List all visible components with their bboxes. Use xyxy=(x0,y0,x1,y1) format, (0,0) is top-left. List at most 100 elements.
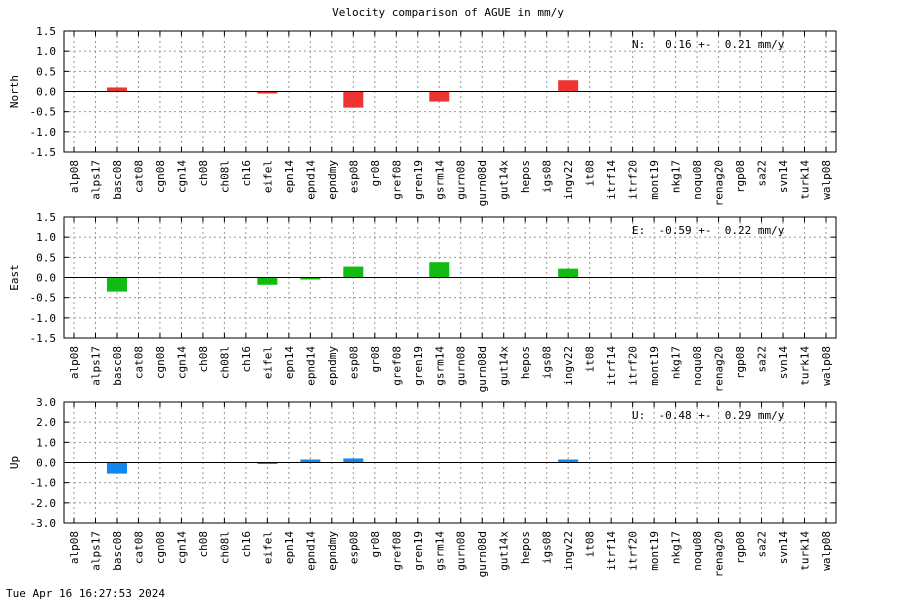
x-tick-label: hepos xyxy=(519,531,532,564)
x-tick-label: eifel xyxy=(261,160,274,193)
x-tick-label: gurn08 xyxy=(455,346,468,386)
x-tick-label: itrf14 xyxy=(605,160,618,200)
x-tick-label: eifel xyxy=(261,531,274,564)
y-tick-label: 1.0 xyxy=(36,45,56,58)
x-tick-label: igs08 xyxy=(541,346,554,379)
bar-gsrm14 xyxy=(429,262,450,278)
y-tick-label: 2.0 xyxy=(36,416,56,429)
x-tick-label: svn14 xyxy=(777,531,790,564)
bar-esp08 xyxy=(343,266,364,278)
chart-title: Velocity comparison of AGUE in mm/y xyxy=(332,6,564,19)
x-tick-label: itrf14 xyxy=(605,346,618,386)
x-tick-label: cat08 xyxy=(132,346,145,379)
x-tick-label: cgn14 xyxy=(175,346,188,379)
x-tick-label: mont19 xyxy=(648,531,661,571)
bar-gsrm14 xyxy=(429,91,450,102)
x-tick-label: epnd14 xyxy=(304,346,317,386)
x-tick-label: it08 xyxy=(584,531,597,558)
x-tick-label: gsrm14 xyxy=(433,531,446,571)
y-tick-label: 1.0 xyxy=(36,231,56,244)
stat-annotation: E: -0.59 +- 0.22 mm/y xyxy=(632,224,785,237)
bar-basc08 xyxy=(106,87,127,92)
x-tick-label: ingv22 xyxy=(562,531,575,571)
x-tick-label: gr08 xyxy=(369,346,382,373)
x-tick-label: alps17 xyxy=(89,346,102,386)
x-tick-label: ch08 xyxy=(197,346,210,373)
x-tick-label: gsrm14 xyxy=(433,346,446,386)
y-tick-label: 1.5 xyxy=(36,211,56,224)
x-tick-label: renag20 xyxy=(713,160,726,206)
x-tick-label: gr08 xyxy=(369,160,382,187)
x-tick-label: alp08 xyxy=(68,160,81,193)
stat-annotation: U: -0.48 +- 0.29 mm/y xyxy=(632,409,785,422)
x-tick-label: ch16 xyxy=(240,160,253,187)
x-tick-label: cgn08 xyxy=(154,346,167,379)
x-tick-label: noqu08 xyxy=(691,346,704,386)
x-tick-label: epndmy xyxy=(326,531,339,571)
x-tick-label: gurn08 xyxy=(455,160,468,200)
x-tick-label: ch16 xyxy=(240,346,253,373)
x-tick-label: gref08 xyxy=(390,346,403,386)
x-tick-label: igs08 xyxy=(541,531,554,564)
bar-esp08 xyxy=(343,458,364,463)
x-tick-label: epnd14 xyxy=(304,160,317,200)
x-tick-label: walp08 xyxy=(820,160,833,200)
y-tick-label: 0.0 xyxy=(36,272,56,285)
x-tick-label: epn14 xyxy=(283,531,296,564)
x-tick-label: rgp08 xyxy=(734,160,747,193)
plot-frame xyxy=(63,30,837,153)
x-tick-label: ch08l xyxy=(218,160,231,193)
x-tick-label: ingv22 xyxy=(562,346,575,386)
x-tick-label: ch08l xyxy=(218,531,231,564)
bar-eifel xyxy=(257,462,278,464)
x-tick-label: itrf20 xyxy=(627,346,640,386)
x-tick-label: svn14 xyxy=(777,160,790,193)
x-tick-label: gurn08d xyxy=(476,160,489,206)
x-tick-label: esp08 xyxy=(347,531,360,564)
y-tick-label: 0.0 xyxy=(36,457,56,470)
x-tick-label: ch08 xyxy=(197,531,210,558)
x-tick-label: epn14 xyxy=(283,346,296,379)
x-tick-label: basc08 xyxy=(111,160,124,200)
x-tick-label: epn14 xyxy=(283,160,296,193)
x-tick-label: renag20 xyxy=(713,346,726,392)
stat-annotation: N: 0.16 +- 0.21 mm/y xyxy=(632,38,785,51)
x-tick-label: svn14 xyxy=(777,346,790,379)
y-tick-label: 0.0 xyxy=(36,86,56,99)
x-tick-label: eifel xyxy=(261,346,274,379)
y-tick-label: -1.0 xyxy=(30,312,57,325)
x-tick-label: turk14 xyxy=(799,160,812,200)
x-tick-label: it08 xyxy=(584,160,597,187)
x-tick-label: gren19 xyxy=(412,531,425,571)
y-tick-label: -0.5 xyxy=(30,292,57,305)
x-tick-label: basc08 xyxy=(111,531,124,571)
bar-eifel xyxy=(257,91,278,94)
y-tick-label: -2.0 xyxy=(30,497,57,510)
bar-ingv22 xyxy=(558,80,579,92)
x-tick-label: nkg17 xyxy=(670,160,683,193)
x-tick-label: gut14x xyxy=(498,160,511,200)
y-tick-label: 0.5 xyxy=(36,251,56,264)
y-axis-label: East xyxy=(8,264,21,291)
bar-epnd14 xyxy=(300,459,321,463)
bar-ingv22 xyxy=(558,268,579,278)
x-tick-label: epnd14 xyxy=(304,531,317,571)
chart-panels: 1.5 1.0 0.5 0.0 -0.5 -1.0 -1.5 N: 0.16 +- 0.21 … xyxy=(8,25,837,577)
x-tick-label: cat08 xyxy=(132,531,145,564)
x-tick-label: nkg17 xyxy=(670,346,683,379)
bar-basc08 xyxy=(106,462,127,474)
y-tick-label: 0.5 xyxy=(36,65,56,78)
x-tick-label: cat08 xyxy=(132,160,145,193)
panel-north: 1.5 1.0 0.5 0.0 -0.5 -1.0 -1.5 N: 0.16 +- 0.21 … xyxy=(8,25,837,206)
x-tick-label: rgp08 xyxy=(734,531,747,564)
x-tick-label: igs08 xyxy=(541,160,554,193)
x-tick-label: mont19 xyxy=(648,346,661,386)
y-tick-label: -3.0 xyxy=(30,517,57,530)
x-tick-label: walp08 xyxy=(820,531,833,571)
y-tick-label: 3.0 xyxy=(36,396,56,409)
x-tick-label: gurn08 xyxy=(455,531,468,571)
bar-eifel xyxy=(257,277,278,285)
x-tick-label: gurn08d xyxy=(476,531,489,577)
x-tick-label: rgp08 xyxy=(734,346,747,379)
